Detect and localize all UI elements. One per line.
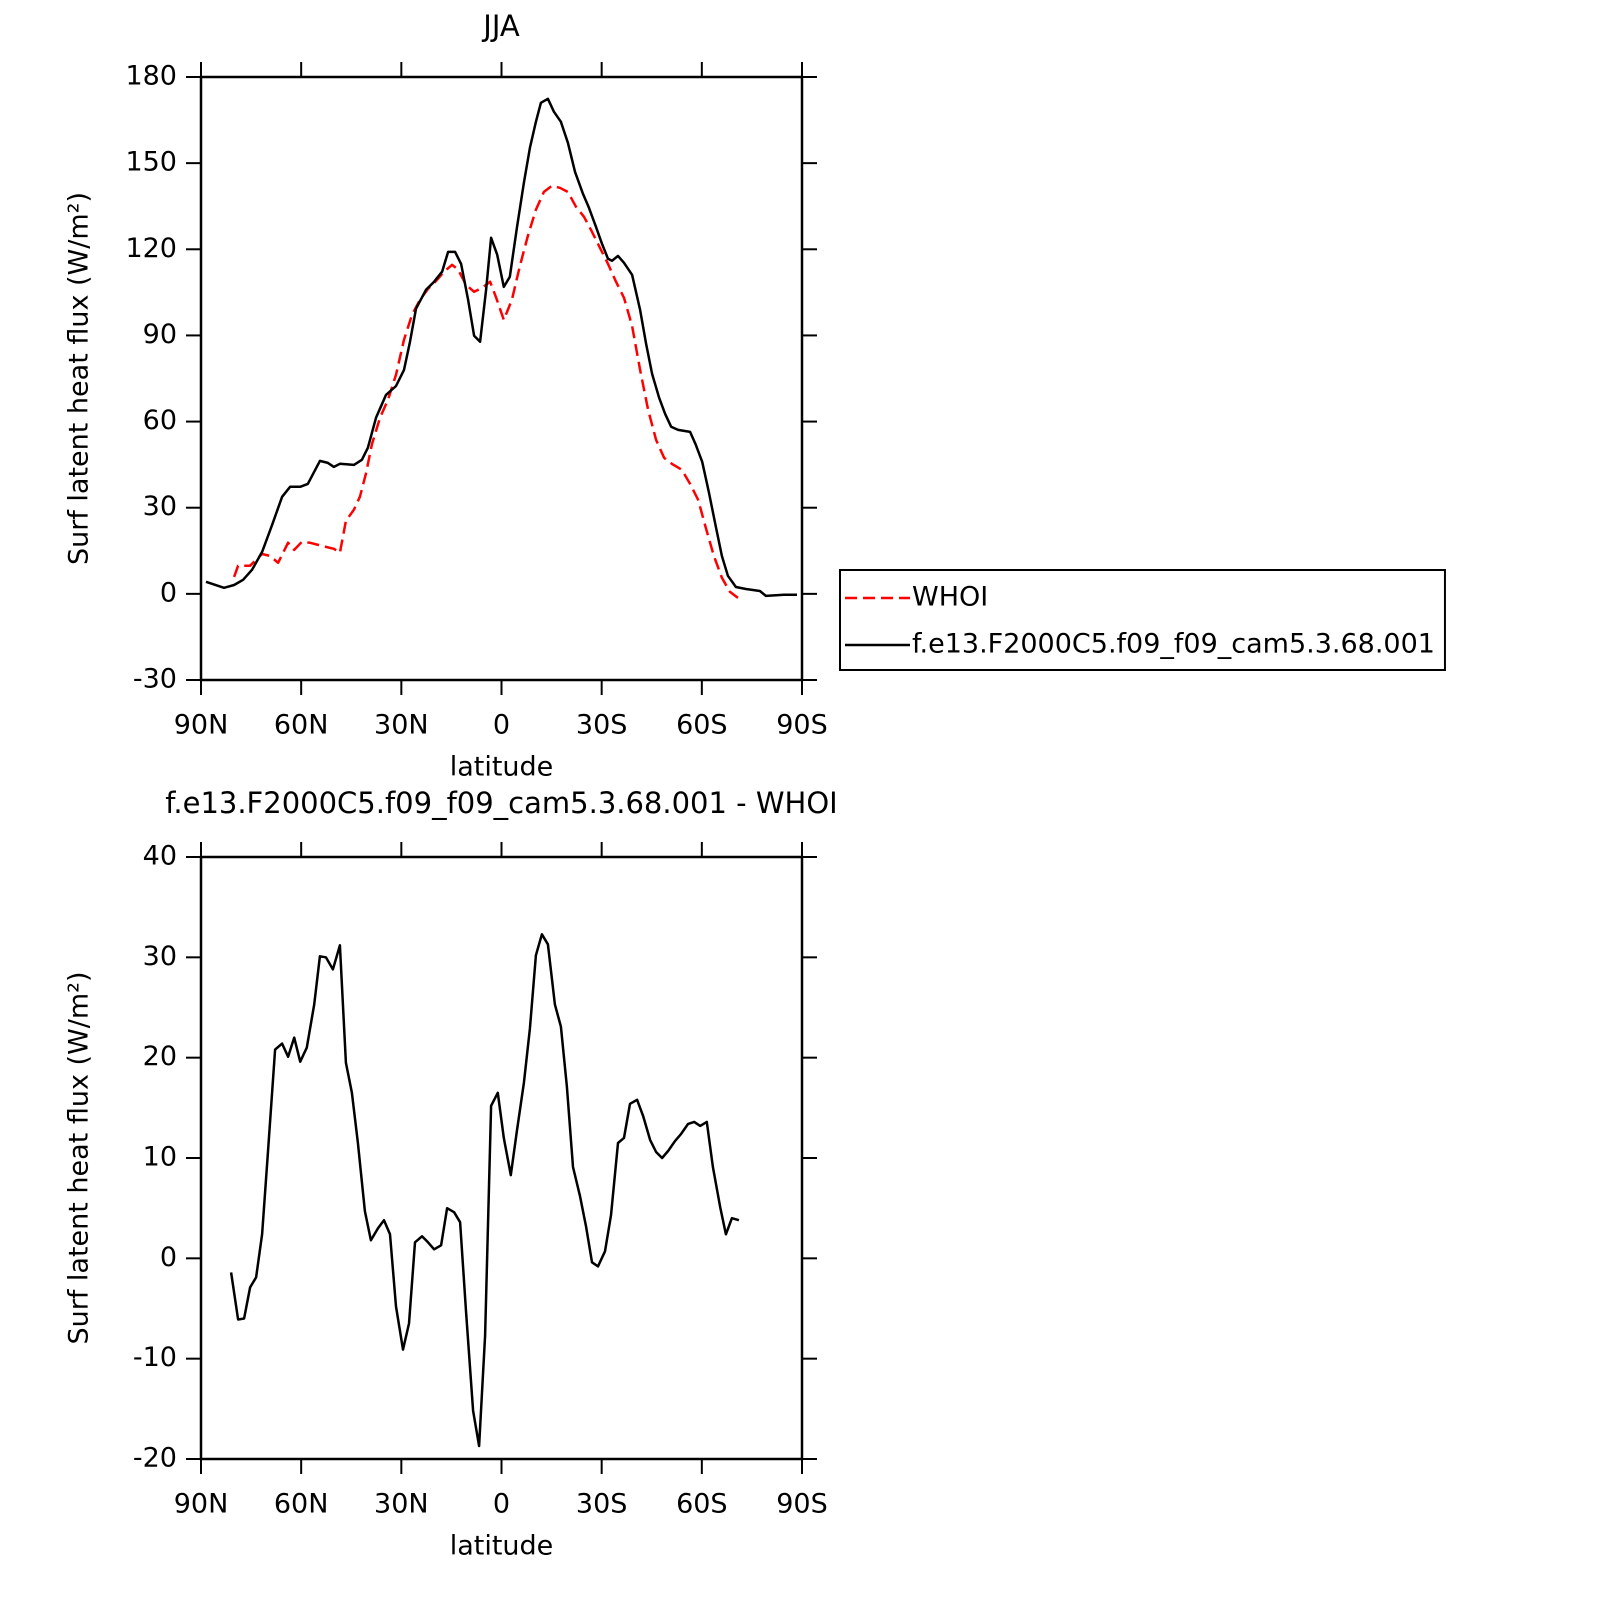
x-tick-label: 60S bbox=[676, 1489, 728, 1520]
chart-title: f.e13.F2000C5.f09_f09_cam5.3.68.001 - WH… bbox=[165, 786, 837, 820]
x-tick-label: 0 bbox=[493, 1489, 510, 1520]
x-tick-label: 90S bbox=[776, 1489, 828, 1520]
legend-label: WHOI bbox=[912, 582, 988, 613]
y-tick-label: -30 bbox=[133, 664, 177, 695]
y-tick-label: 120 bbox=[125, 233, 177, 264]
x-tick-label: 30N bbox=[374, 710, 429, 741]
y-tick-label: 180 bbox=[125, 61, 177, 92]
x-tick-label: 90S bbox=[776, 710, 828, 741]
x-tick-label: 30N bbox=[374, 1489, 429, 1520]
y-tick-label: -10 bbox=[133, 1342, 177, 1373]
x-tick-label: 0 bbox=[493, 710, 510, 741]
x-tick-label: 30S bbox=[576, 710, 628, 741]
chart-title: JJA bbox=[481, 9, 520, 43]
y-tick-label: 20 bbox=[143, 1041, 177, 1072]
y-tick-label: -20 bbox=[133, 1443, 177, 1474]
y-tick-label: 30 bbox=[143, 941, 177, 972]
plot-frame bbox=[199, 855, 804, 1461]
x-tick-label: 90N bbox=[174, 1489, 229, 1520]
legend-box bbox=[839, 569, 1446, 671]
x-tick-label: 60N bbox=[274, 710, 329, 741]
x-tick-label: 60N bbox=[274, 1489, 329, 1520]
y-axis-label: Surf latent heat flux (W/m²) bbox=[64, 192, 95, 565]
x-tick-label: 60S bbox=[676, 710, 728, 741]
y-tick-label: 60 bbox=[143, 405, 177, 436]
y-tick-label: 150 bbox=[125, 147, 177, 178]
y-tick-label: 30 bbox=[143, 491, 177, 522]
data-line bbox=[232, 184, 739, 599]
y-tick-label: 90 bbox=[143, 319, 177, 350]
y-tick-label: 0 bbox=[160, 1242, 177, 1273]
y-tick-label: 10 bbox=[143, 1142, 177, 1173]
data-line bbox=[229, 933, 740, 1448]
y-tick-label: 0 bbox=[160, 577, 177, 608]
x-tick-label: 30S bbox=[576, 1489, 628, 1520]
x-axis-label: latitude bbox=[450, 1531, 554, 1562]
x-tick-label: 90N bbox=[174, 710, 229, 741]
legend-label: f.e13.F2000C5.f09_f09_cam5.3.68.001 bbox=[912, 629, 1435, 660]
x-axis-label: latitude bbox=[450, 752, 554, 783]
y-axis-label: Surf latent heat flux (W/m²) bbox=[64, 971, 95, 1344]
plot-frame bbox=[199, 75, 804, 682]
data-line bbox=[205, 97, 797, 598]
y-tick-label: 40 bbox=[143, 841, 177, 872]
